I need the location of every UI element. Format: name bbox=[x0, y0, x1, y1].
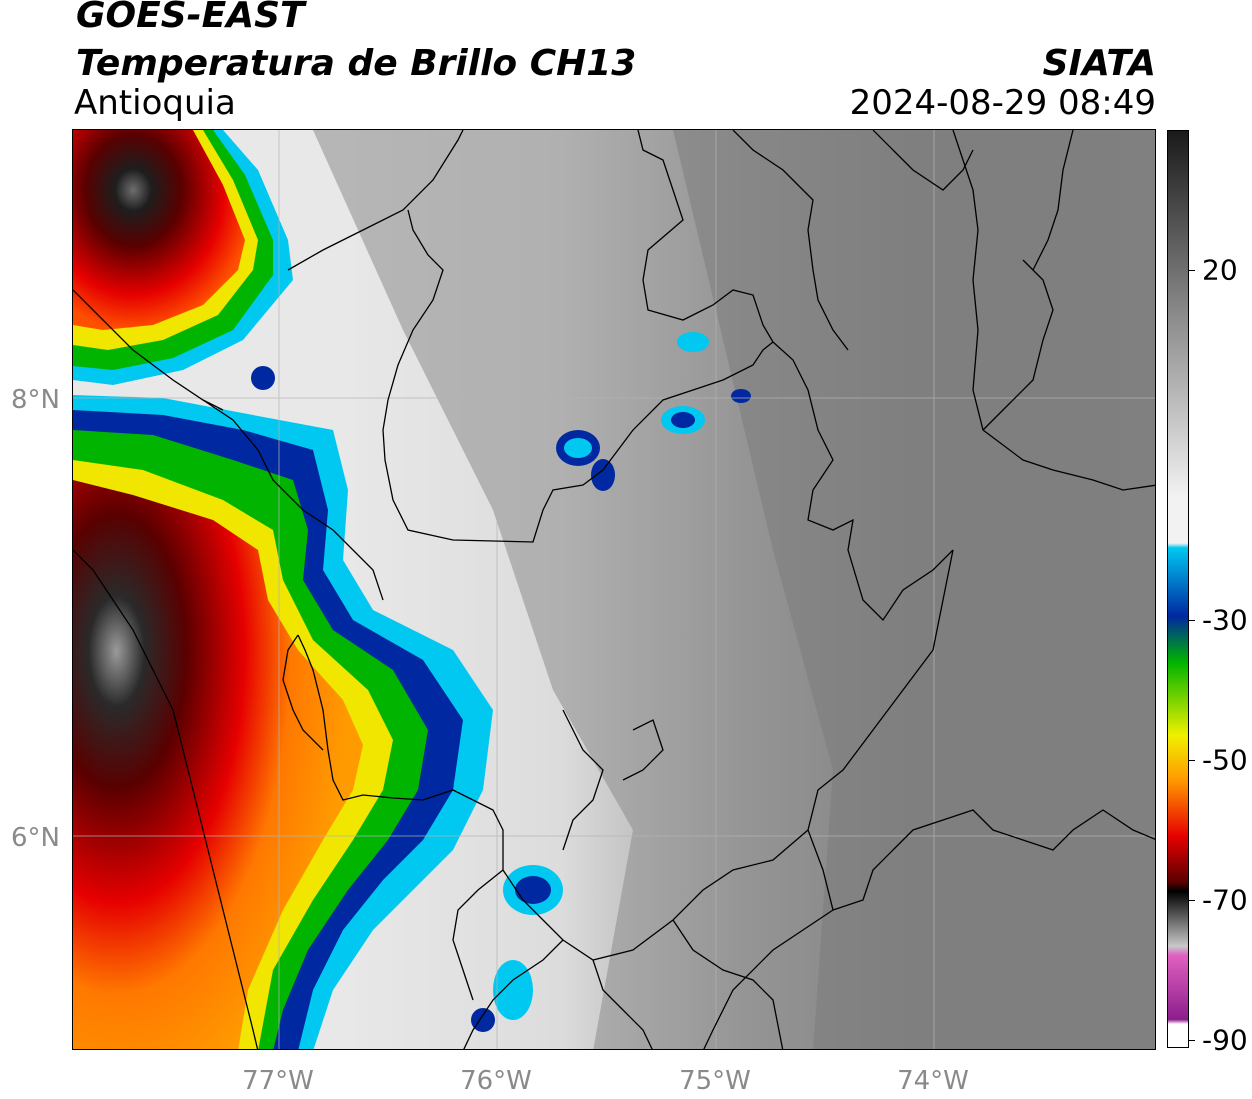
colorbar-label-minus70: -70 bbox=[1202, 883, 1248, 917]
product-title: Temperatura de Brillo CH13 bbox=[76, 43, 637, 84]
lon-label-75w: 75°W bbox=[679, 1066, 751, 1096]
region-label: Antioquia bbox=[74, 83, 236, 123]
colorbar-tick bbox=[1189, 620, 1195, 621]
lat-label-6n: 6°N bbox=[11, 823, 60, 853]
boundaries bbox=[73, 130, 1155, 1049]
lat-label-8n: 8°N bbox=[11, 385, 60, 415]
agency-label: SIATA bbox=[1042, 43, 1156, 84]
map-canvas bbox=[73, 130, 1155, 1049]
colorbar-tick bbox=[1189, 900, 1195, 901]
colorbar-label-20: 20 bbox=[1202, 253, 1238, 287]
colorbar-tick bbox=[1189, 270, 1195, 271]
colorbar-label-minus50: -50 bbox=[1202, 743, 1248, 777]
colorbar-tick bbox=[1189, 760, 1195, 761]
colorbar-label-minus30: -30 bbox=[1202, 603, 1248, 637]
satellite-map[interactable] bbox=[72, 129, 1156, 1050]
colorbar bbox=[1167, 130, 1189, 1048]
datetime-label: 2024-08-29 08:49 bbox=[849, 83, 1156, 123]
lon-label-77w: 77°W bbox=[242, 1066, 314, 1096]
colorbar-tick bbox=[1189, 1040, 1195, 1041]
satellite-title: GOES-EAST bbox=[76, 0, 305, 36]
colorbar-label-minus90: -90 bbox=[1202, 1023, 1248, 1057]
lon-label-76w: 76°W bbox=[460, 1066, 532, 1096]
lon-label-74w: 74°W bbox=[897, 1066, 969, 1096]
